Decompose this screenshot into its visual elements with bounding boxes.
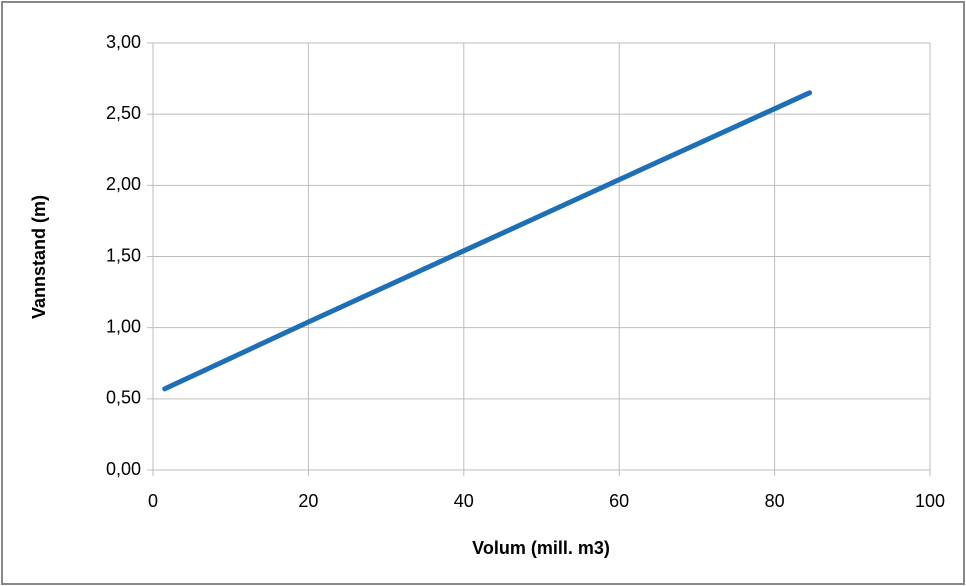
x-tick-label: 100 <box>915 491 945 511</box>
y-tick-label: 1,00 <box>106 316 141 336</box>
x-tick-label: 20 <box>298 491 318 511</box>
x-tick-label: 60 <box>609 491 629 511</box>
x-tick-label: 80 <box>765 491 785 511</box>
y-tick-label: 2,00 <box>106 174 141 194</box>
y-tick-label: 0,50 <box>106 388 141 408</box>
data-line <box>162 90 813 392</box>
x-axis-title: Volum (mill. m3) <box>472 538 610 558</box>
y-tick-label: 1,50 <box>106 245 141 265</box>
y-tick-label: 3,00 <box>106 32 141 52</box>
x-tick-label: 0 <box>148 491 158 511</box>
y-axis-title: Vannstand (m) <box>29 195 49 319</box>
y-tick-label: 2,50 <box>106 103 141 123</box>
x-tick-label: 40 <box>454 491 474 511</box>
y-tick-label: 0,00 <box>106 459 141 479</box>
